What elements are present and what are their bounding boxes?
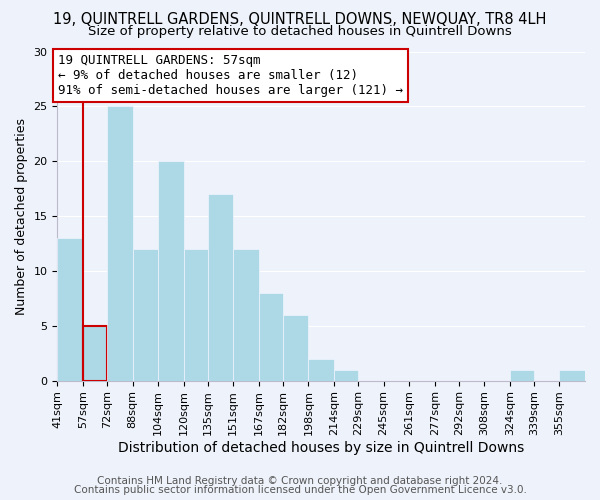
Bar (559, 370, 585, 380)
Bar (259, 293, 283, 380)
Text: 19 QUINTRELL GARDENS: 57sqm
← 9% of detached houses are smaller (12)
91% of semi: 19 QUINTRELL GARDENS: 57sqm ← 9% of deta… (58, 54, 403, 96)
X-axis label: Distribution of detached houses by size in Quintrell Downs: Distribution of detached houses by size … (118, 441, 524, 455)
Bar (510, 370, 534, 380)
Bar (283, 315, 308, 380)
Bar (334, 370, 358, 380)
Bar (208, 194, 233, 380)
Bar (107, 106, 133, 380)
Text: Contains public sector information licensed under the Open Government Licence v3: Contains public sector information licen… (74, 485, 526, 495)
Text: 19, QUINTRELL GARDENS, QUINTRELL DOWNS, NEWQUAY, TR8 4LH: 19, QUINTRELL GARDENS, QUINTRELL DOWNS, … (53, 12, 547, 28)
Text: Contains HM Land Registry data © Crown copyright and database right 2024.: Contains HM Land Registry data © Crown c… (97, 476, 503, 486)
Bar (133, 249, 158, 380)
Bar (184, 249, 208, 380)
Bar (158, 161, 184, 380)
Bar (83, 326, 107, 380)
Text: Size of property relative to detached houses in Quintrell Downs: Size of property relative to detached ho… (88, 25, 512, 38)
Bar (58, 238, 83, 380)
Y-axis label: Number of detached properties: Number of detached properties (15, 118, 28, 314)
Bar (308, 358, 334, 380)
Bar (233, 249, 259, 380)
